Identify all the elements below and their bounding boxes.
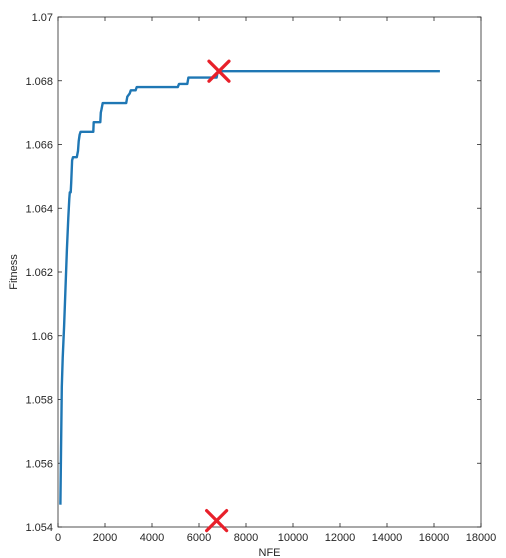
y-tick-label: 1.064 — [25, 203, 53, 215]
marker-layer — [205, 59, 231, 533]
y-tick-label: 1.07 — [32, 12, 53, 24]
y-tick-label: 1.06 — [32, 331, 53, 343]
y-tick-label: 1.068 — [25, 76, 53, 88]
y-tick-label: 1.062 — [25, 267, 53, 279]
x-tick-label: 0 — [55, 532, 61, 544]
x-tick-label: 2000 — [93, 532, 117, 544]
plot-area — [57, 16, 482, 528]
x-tick-label: 4000 — [140, 532, 164, 544]
y-axis-title: Fitness — [8, 254, 20, 290]
y-tick-label: 1.054 — [25, 522, 53, 534]
x-tick-label: 6000 — [187, 532, 211, 544]
x-tick-label: 14000 — [372, 532, 403, 544]
x-tick-label: 10000 — [278, 532, 309, 544]
y-tick-label: 1.056 — [25, 458, 53, 470]
x-tick-label: 16000 — [419, 532, 450, 544]
x-tick-label: 18000 — [466, 532, 497, 544]
x-marker — [207, 59, 231, 83]
y-tick-label: 1.066 — [25, 140, 53, 152]
y-tick-label: 1.058 — [25, 395, 53, 407]
x-tick-label: 8000 — [234, 532, 258, 544]
series-line — [59, 69, 440, 505]
series-layer — [59, 69, 440, 505]
x-tick-label: 12000 — [325, 532, 356, 544]
x-axis: 0 2000 4000 6000 8000 10000 12000 14000 16000 180… — [55, 17, 496, 544]
y-axis: 1.054 1.056 1.058 1.06 1.062 1.064 1.066 1.068 1… — [25, 12, 481, 534]
x-axis-title: NFE — [259, 547, 281, 558]
x-marker — [205, 509, 229, 533]
